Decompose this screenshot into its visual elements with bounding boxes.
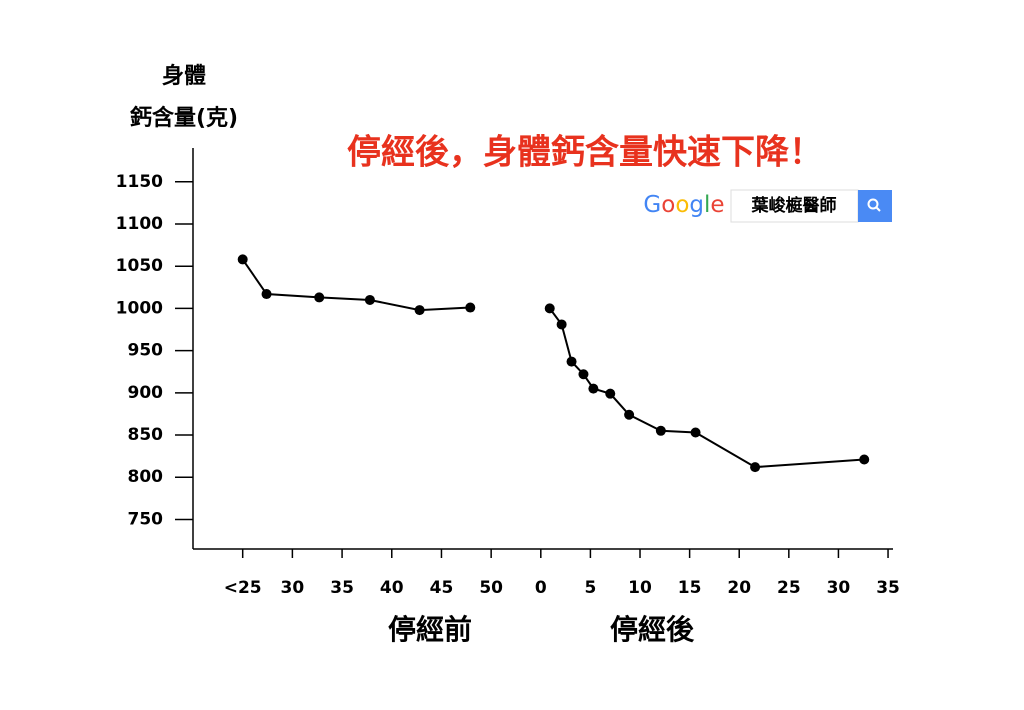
x-tick-label: 10 <box>628 578 652 598</box>
point <box>556 319 567 330</box>
point <box>414 305 425 316</box>
point <box>566 356 577 367</box>
group-label: 停經後 <box>610 613 695 646</box>
point <box>465 302 476 313</box>
x-tick-label: 45 <box>430 578 454 598</box>
y-axis-label: 鈣含量(克) <box>130 105 238 131</box>
x-tick-label: 5 <box>584 578 596 598</box>
y-tick-label: 1100 <box>116 214 163 234</box>
y-tick-label: 1050 <box>116 256 163 276</box>
x-tick-label: 30 <box>281 578 305 598</box>
point <box>588 383 599 394</box>
x-tick-label: <25 <box>224 578 262 598</box>
point <box>578 369 589 380</box>
y-axis-label: 身體 <box>162 63 206 89</box>
group-label: 停經前 <box>388 613 472 646</box>
x-tick-label: 20 <box>727 578 751 598</box>
x-tick-label: 0 <box>535 578 547 598</box>
point <box>261 289 272 300</box>
point <box>624 409 635 420</box>
x-tick-label: 35 <box>876 578 900 598</box>
point <box>605 388 616 399</box>
x-tick-label: 15 <box>678 578 702 598</box>
point <box>690 427 701 438</box>
y-tick-label: 1000 <box>116 298 163 318</box>
x-tick-label: 50 <box>479 578 503 598</box>
point <box>544 303 555 314</box>
y-tick-label: 900 <box>128 383 164 403</box>
x-tick-label: 25 <box>777 578 801 598</box>
y-tick-label: 1150 <box>116 172 163 192</box>
y-tick-label: 850 <box>128 425 164 445</box>
search-box[interactable] <box>730 189 859 223</box>
y-tick-label: 800 <box>128 467 164 487</box>
point <box>859 454 870 465</box>
point <box>237 254 248 265</box>
search-query: 葉峻榳醫師 <box>751 195 837 216</box>
line <box>241 258 471 312</box>
point <box>655 425 666 436</box>
google-logo: Google <box>643 192 724 218</box>
point <box>364 294 375 305</box>
x-tick-label: 35 <box>330 578 354 598</box>
point <box>314 292 325 303</box>
point <box>750 462 761 473</box>
search-widget: Google 葉峻榳醫師 <box>643 189 892 223</box>
x-tick-label: 40 <box>380 578 404 598</box>
chart-title: 停經後，身體鈣含量快速下降！ <box>347 133 823 173</box>
y-tick-label: 750 <box>128 509 164 529</box>
search-button[interactable] <box>858 190 892 222</box>
search-icon <box>867 198 879 210</box>
x-tick-label: 30 <box>827 578 851 598</box>
y-tick-label: 950 <box>128 341 164 361</box>
search-icon <box>875 206 881 212</box>
